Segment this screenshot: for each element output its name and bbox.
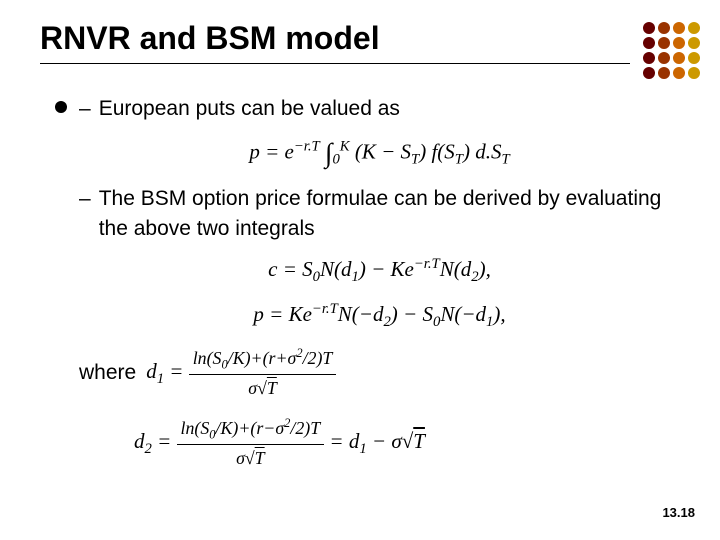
bullet-icon bbox=[55, 101, 67, 113]
decorative-dot bbox=[688, 67, 700, 79]
where-line-d2: d2 = ln(S0/K)+(r−σ2/2)Tσ√T = d1 − σ√T bbox=[134, 414, 680, 472]
corner-dots-decoration bbox=[643, 22, 700, 79]
decorative-dot bbox=[658, 37, 670, 49]
page-number: 13.18 bbox=[662, 505, 695, 520]
dash-icon: – bbox=[79, 184, 91, 213]
content-area: – European puts can be valued as p = e−r… bbox=[55, 94, 680, 472]
decorative-dot bbox=[688, 52, 700, 64]
where-line-d1: where d1 = ln(S0/K)+(r+σ2/2)Tσ√T bbox=[79, 344, 680, 402]
decorative-dot bbox=[658, 67, 670, 79]
decorative-dot bbox=[673, 37, 685, 49]
formula-d1: d1 = ln(S0/K)+(r+σ2/2)Tσ√T bbox=[146, 344, 336, 402]
formula-put-integral: p = e−r.T ∫0K (K − ST) f(ST) d.ST bbox=[79, 133, 680, 174]
decorative-dot bbox=[688, 22, 700, 34]
decorative-dot bbox=[688, 37, 700, 49]
decorative-dot bbox=[643, 37, 655, 49]
slide-container: RNVR and BSM model – European puts can b… bbox=[0, 0, 720, 540]
sub-list: – European puts can be valued as p = e−r… bbox=[79, 94, 680, 472]
dash-icon: – bbox=[79, 94, 91, 123]
sub-item-1: – European puts can be valued as bbox=[79, 94, 680, 123]
formula-d2: d2 = ln(S0/K)+(r−σ2/2)Tσ√T = d1 − σ√T bbox=[134, 414, 425, 472]
main-bullet: – European puts can be valued as p = e−r… bbox=[55, 94, 680, 472]
sub-item-2: – The BSM option price formulae can be d… bbox=[79, 184, 680, 243]
dot-grid bbox=[643, 22, 700, 79]
formula-call-price: c = S0N(d1) − Ke−r.TN(d2), bbox=[79, 253, 680, 288]
formula-put-price: p = Ke−r.TN(−d2) − S0N(−d1), bbox=[79, 298, 680, 333]
slide-title: RNVR and BSM model bbox=[40, 20, 680, 57]
decorative-dot bbox=[673, 67, 685, 79]
title-underline bbox=[40, 63, 630, 64]
decorative-dot bbox=[643, 67, 655, 79]
where-label: where bbox=[79, 361, 136, 385]
decorative-dot bbox=[658, 52, 670, 64]
decorative-dot bbox=[658, 22, 670, 34]
decorative-dot bbox=[673, 22, 685, 34]
sub-text-2: The BSM option price formulae can be der… bbox=[99, 184, 680, 243]
decorative-dot bbox=[643, 22, 655, 34]
decorative-dot bbox=[643, 52, 655, 64]
sub-text-1: European puts can be valued as bbox=[99, 94, 400, 123]
decorative-dot bbox=[673, 52, 685, 64]
